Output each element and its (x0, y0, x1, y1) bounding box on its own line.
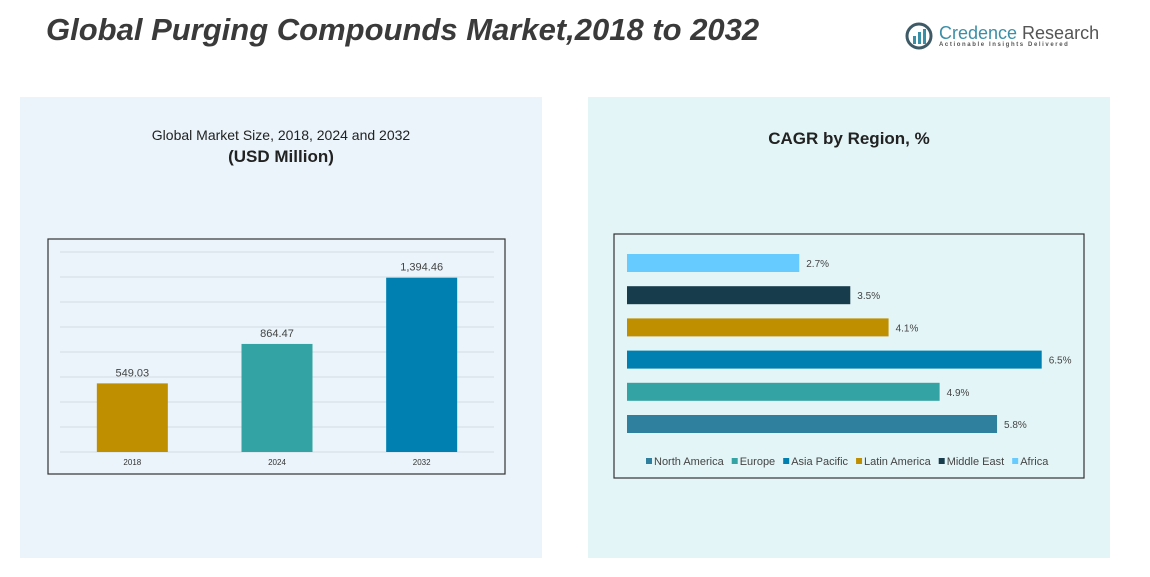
legend-swatch (646, 458, 652, 464)
logo-name-b: Research (1017, 23, 1100, 43)
bar-asia-pacific (627, 350, 1042, 369)
bar-middle-east (627, 286, 851, 305)
legend-swatch (731, 458, 738, 464)
market-size-panel: Global Market Size, 2018, 2024 and 2032 … (20, 97, 542, 558)
data-label: 2.7% (806, 259, 829, 270)
legend-label: North America (654, 456, 725, 468)
bar-latin-america (627, 318, 889, 337)
legend-swatch (783, 458, 790, 464)
chart1-subtitle: (USD Million) (228, 147, 334, 166)
market-size-chart: 549.03 2018 864.47 2024 1,394.46 2032 (47, 238, 506, 475)
logo-name-a: Credence (939, 23, 1018, 43)
bar-2018 (96, 383, 168, 452)
data-label: 4.9% (947, 388, 970, 399)
legend-label: Africa (1020, 456, 1049, 468)
bar-north-america (627, 415, 998, 433)
logo-icon (905, 22, 933, 50)
bar-africa (627, 254, 800, 272)
chart1-title: Global Market Size, 2018, 2024 and 2032 (151, 127, 411, 143)
chart2-title: CAGR by Region, % (768, 129, 930, 148)
x-tick-label: 2018 (123, 458, 141, 467)
data-label: 6.5% (1049, 356, 1072, 367)
bar-europe (627, 382, 940, 401)
logo-tagline: Actionable Insights Delivered (939, 42, 1070, 48)
plot-frame (47, 238, 506, 475)
legend-label: Latin America (864, 456, 932, 468)
bar-2024 (241, 343, 313, 452)
x-tick-label: 2032 (413, 458, 431, 467)
page-title: Global Purging Compounds Market,2018 to … (46, 12, 760, 47)
data-label: 4.1% (896, 323, 919, 334)
data-label: 5.8% (1004, 420, 1027, 431)
legend-swatch (856, 458, 863, 464)
cagr-panel: CAGR by Region, % 2.7% 3.5% 4.1% 6.5% 4.9% 5.… (588, 97, 1110, 558)
bar-2032 (386, 277, 458, 452)
plot-frame (613, 233, 1085, 479)
data-label: 549.03 (116, 367, 150, 379)
legend-swatch (938, 458, 945, 464)
legend-label: Asia Pacific (791, 456, 848, 468)
legend-label: Europe (740, 456, 775, 468)
legend-label: Middle East (947, 456, 1004, 468)
cagr-chart: 2.7% 3.5% 4.1% 6.5% 4.9% 5.8% North America Eur… (613, 233, 1085, 479)
data-label: 3.5% (857, 291, 880, 302)
legend-swatch (1012, 458, 1019, 464)
logo: Credence Research Actionable Insights De… (905, 22, 1099, 50)
data-label: 1,394.46 (400, 262, 443, 274)
data-label: 864.47 (260, 328, 294, 340)
x-tick-label: 2024 (268, 458, 286, 467)
